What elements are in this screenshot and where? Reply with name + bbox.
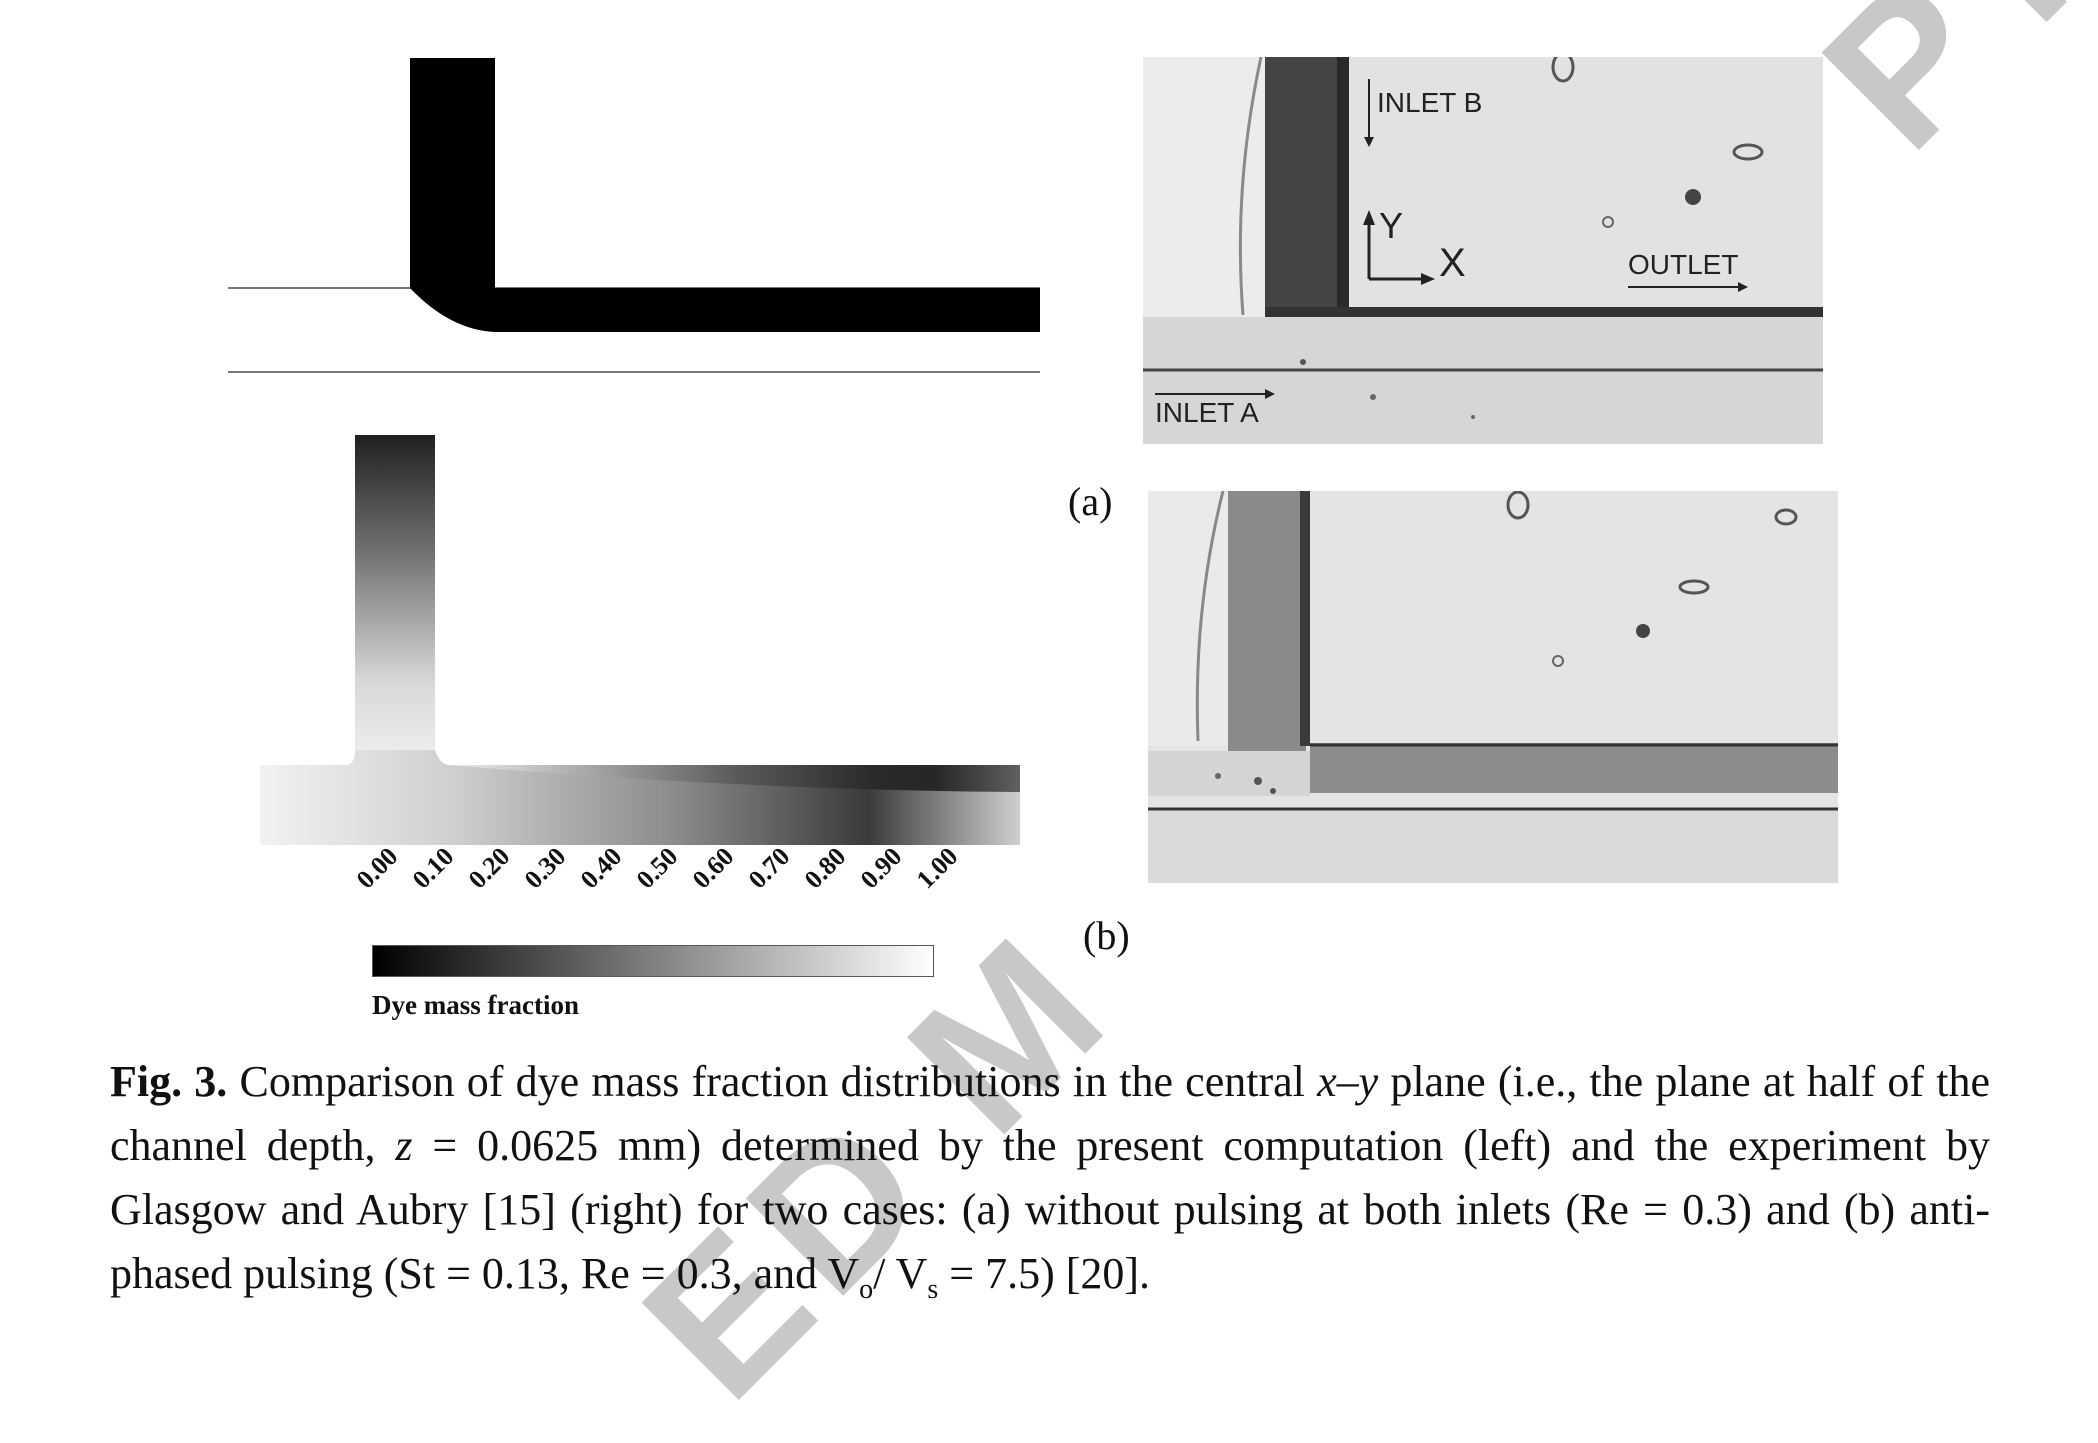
caption-subscript: s [927,1273,939,1305]
colorbar-gradient [372,945,934,977]
caption-text: Comparison of dye mass fraction distribu… [227,1057,1318,1106]
caption-subscript: o [859,1273,874,1305]
watermark-top-right: PT [1782,0,2098,190]
simulation-b [260,435,1020,845]
panel-label-a: (a) [1068,479,1113,524]
simulation-a [228,58,1040,373]
caption-z: z [395,1121,413,1170]
caption-text: = 0.0625 mm) determined by the present c… [110,1121,1990,1298]
colorbar-title: Dye mass fraction [372,990,579,1020]
experiment-photo-b [1148,491,1838,883]
figure-caption: Fig. 3. Comparison of dye mass fraction … [110,1050,1990,1322]
experiment-photo-a: INLET B Y X OUTLET INLET A [1143,57,1823,444]
panel-label-b: (b) [1083,913,1130,958]
caption-text: plane (i.e., the plane at half of the ch… [110,1057,1991,1170]
axis-x-label: X [1439,241,1466,285]
figure-label: Fig. 3. [110,1057,228,1106]
caption-text: / V [873,1249,928,1298]
outlet-label: OUTLET [1628,249,1739,280]
axis-y-label: Y [1379,205,1404,246]
caption-plane: x–y [1317,1057,1379,1106]
colorbar: 0.00 0.10 0.20 0.30 0.40 0.50 0.60 0.70 … [351,842,963,977]
inlet-a-label: INLET A [1155,397,1259,428]
caption-text: = 7.5) [20]. [938,1249,1151,1298]
inlet-b-label: INLET B [1377,87,1483,118]
